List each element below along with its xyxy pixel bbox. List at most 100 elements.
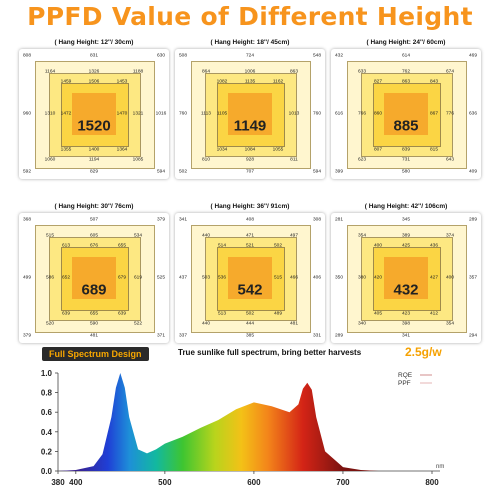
panel-hang-height-label: ( Hang Height: 12''/ 30cm) <box>54 39 134 46</box>
ppfd-zone-r4 <box>228 93 272 135</box>
x-unit-label: nm <box>436 464 444 470</box>
ppfd-value: 860 <box>373 111 383 117</box>
ppfd-value: 412 <box>429 311 439 317</box>
ppfd-value: 580 <box>401 169 411 175</box>
ppfd-value: 843 <box>429 79 439 85</box>
y-tick-label: 0.0 <box>41 467 53 476</box>
panel-hang-height-label: ( Hang Height: 24''/ 60cm) <box>366 39 446 46</box>
ppfd-value: 399 <box>334 169 344 175</box>
ppfd-value: 724 <box>245 53 255 59</box>
ppfd-value: 406 <box>312 275 322 281</box>
ppfd-value: 466 <box>289 275 299 281</box>
ppfd-value: 1034 <box>216 147 228 153</box>
ppfd-center-value: 542 <box>237 281 263 299</box>
ppfd-value: 1506 <box>88 79 100 85</box>
ppfd-value: 289 <box>468 217 478 223</box>
ppfd-value: 831 <box>89 53 99 59</box>
ppfd-value: 676 <box>89 243 99 249</box>
ppfd-panel: ( Hang Height: 42''/ 106cm) 281 345 289 354 3… <box>331 201 481 343</box>
ppfd-value: 605 <box>89 233 99 239</box>
ppfd-center-value: 432 <box>393 281 419 299</box>
ppfd-value: 863 <box>289 69 299 75</box>
ppfd-value: 636 <box>468 111 478 117</box>
ppfd-center-value: 689 <box>81 281 107 299</box>
ppfd-value: 1321 <box>132 111 144 117</box>
ppfd-value: 808 <box>22 53 32 59</box>
ppfd-value: 425 <box>401 243 411 249</box>
ppfd-value: 614 <box>401 53 411 59</box>
x-tick-label: 800 <box>425 478 439 487</box>
ppfd-value: 1006 <box>244 69 256 75</box>
ppfd-value: 928 <box>245 157 255 163</box>
full-spectrum-badge: Full Spectrum Design <box>42 347 149 361</box>
panel-hang-height-label: ( Hang Height: 18''/ 45cm) <box>210 39 290 46</box>
ppfd-value: 400 <box>445 275 455 281</box>
ppfd-value: 643 <box>445 157 455 163</box>
ppfd-value: 548 <box>312 53 322 59</box>
ppfd-value: 766 <box>357 111 367 117</box>
ppfd-value: 586 <box>45 275 55 281</box>
ppfd-value: 374 <box>445 233 455 239</box>
ppfd-panel: ( Hang Height: 36''/ 91cm) 341 408 308 440 47… <box>175 201 325 343</box>
panel-body: 341 408 308 440 471 497 514 521 502 437 503 536 515 4… <box>175 213 325 343</box>
y-tick-label: 0.4 <box>41 428 53 437</box>
panel-hang-height-label: ( Hang Height: 30''/ 76cm) <box>54 203 134 210</box>
ppfd-value: 1188 <box>132 69 144 75</box>
ppfd-value: 469 <box>468 53 478 59</box>
ppfd-value: 331 <box>312 333 322 339</box>
x-tick-label: 400 <box>69 478 83 487</box>
ppfd-value: 1472 <box>60 111 72 117</box>
ppfd-value: 639 <box>61 311 71 317</box>
ppfd-value: 760 <box>178 111 188 117</box>
ppfd-value: 623 <box>357 157 367 163</box>
ppfd-value: 502 <box>245 311 255 317</box>
panel-body: 281 345 289 354 389 374 400 425 436 350 380 420 427 4… <box>331 213 481 343</box>
ppfd-value: 508 <box>178 53 188 59</box>
ppfd-value: 507 <box>89 217 99 223</box>
ppfd-value: 674 <box>445 69 455 75</box>
legend-label: PPF <box>398 380 411 387</box>
ppfd-value: 807 <box>373 147 383 153</box>
ppfd-value: 513 <box>217 311 227 317</box>
ppfd-zone-r4 <box>384 93 428 135</box>
ppfd-value: 1355 <box>60 147 72 153</box>
ppfd-value: 867 <box>429 111 439 117</box>
ppfd-value: 409 <box>468 169 478 175</box>
ppfd-zone-r4 <box>384 257 428 299</box>
ppfd-value: 864 <box>201 69 211 75</box>
ppfd-value: 398 <box>401 321 411 327</box>
ppfd-value: 1113 <box>201 111 211 117</box>
ppfd-value: 1082 <box>216 79 228 85</box>
ppfd-value: 1162 <box>272 79 284 85</box>
ppfd-value: 827 <box>373 79 383 85</box>
ppfd-value: 385 <box>245 333 255 339</box>
page-title: PPFD Value of Different Height <box>27 2 473 31</box>
ppfd-value: 497 <box>289 233 299 239</box>
ppfd-value: 481 <box>289 321 299 327</box>
ppfd-value: 345 <box>401 217 411 223</box>
ppfd-value: 368 <box>22 217 32 223</box>
ppfd-value: 1016 <box>155 111 167 117</box>
ppfd-value: 340 <box>357 321 367 327</box>
ppfd-value: 1310 <box>44 111 56 117</box>
ppfd-value: 440 <box>201 233 211 239</box>
ppfd-value: 811 <box>290 157 298 163</box>
ppfd-value: 655 <box>89 311 99 317</box>
ppfd-panel: ( Hang Height: 30''/ 76cm) 368 507 379 515 60… <box>19 201 169 343</box>
ppfd-value: 863 <box>401 79 411 85</box>
ppfd-value: 592 <box>22 169 32 175</box>
ppfd-value: 1194 <box>88 157 100 163</box>
ppfd-value: 440 <box>201 321 211 327</box>
ppfd-value: 616 <box>334 111 344 117</box>
ppfd-value: 341 <box>178 217 188 223</box>
panel-hang-height-label: ( Hang Height: 42''/ 106cm) <box>364 203 448 210</box>
ppfd-value: 400 <box>373 243 383 249</box>
ppfd-value: 1453 <box>116 79 128 85</box>
ppfd-value: 522 <box>133 321 143 327</box>
ppfd-value: 520 <box>45 321 55 327</box>
ppfd-value: 1084 <box>244 147 256 153</box>
ppfd-value: 521 <box>245 243 255 249</box>
ppfd-value: 354 <box>357 233 367 239</box>
ppfd-value: 437 <box>178 275 188 281</box>
ppfd-value: 471 <box>245 233 255 239</box>
